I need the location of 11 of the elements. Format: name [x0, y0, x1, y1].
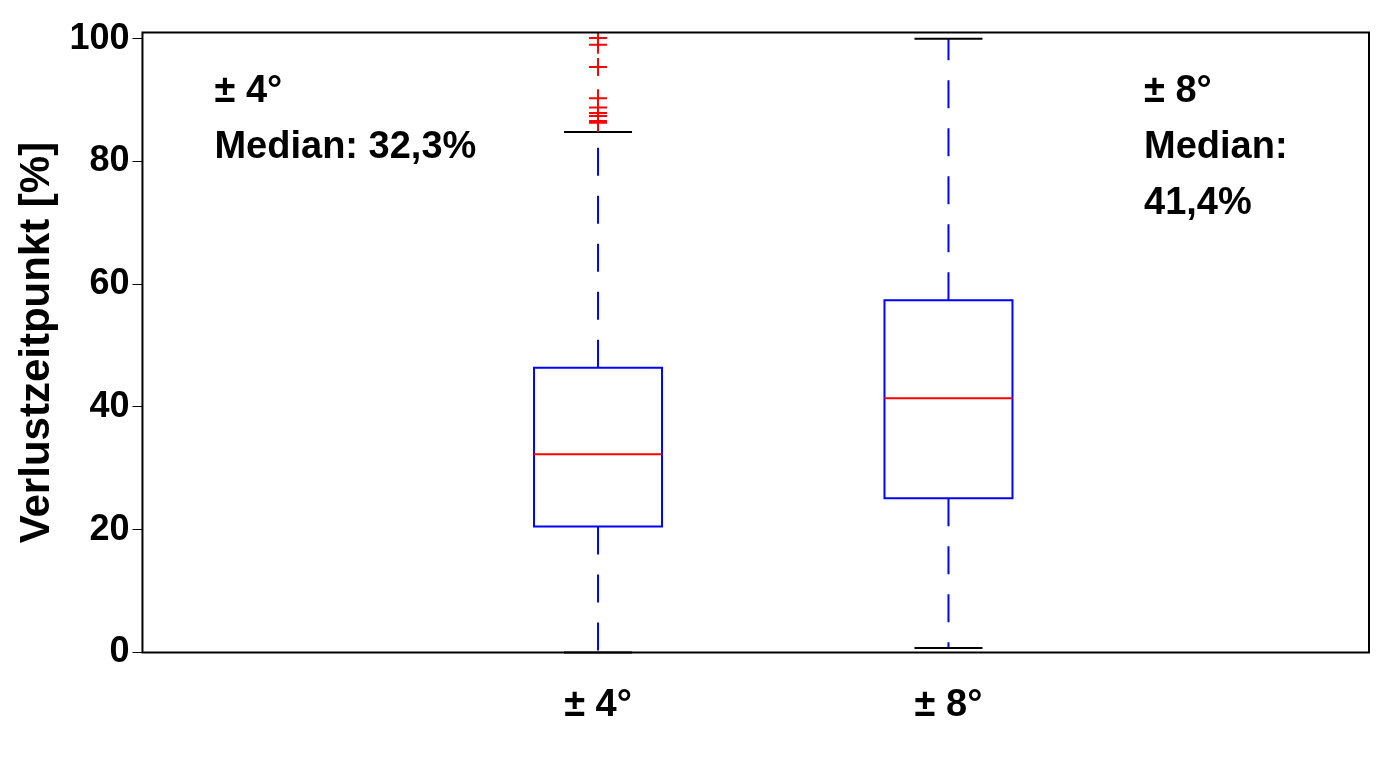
y-tick-label: 40 — [89, 383, 130, 425]
y-tick-label: 100 — [69, 15, 130, 57]
annotation: ± 8° Median: 41,4% — [1144, 68, 1288, 223]
y-tick-label: 20 — [89, 506, 130, 548]
y-tick-label: 60 — [89, 261, 130, 303]
x-tick-label: ± 4° — [564, 681, 632, 724]
y-axis-title: Verlustzeitpunkt [%] — [10, 141, 58, 544]
y-tick-label: 80 — [89, 138, 130, 180]
y-tick-label: 0 — [109, 629, 130, 671]
x-tick-label: ± 8° — [914, 681, 983, 724]
annotation: ± 4° Median: 32,3% — [214, 68, 477, 167]
